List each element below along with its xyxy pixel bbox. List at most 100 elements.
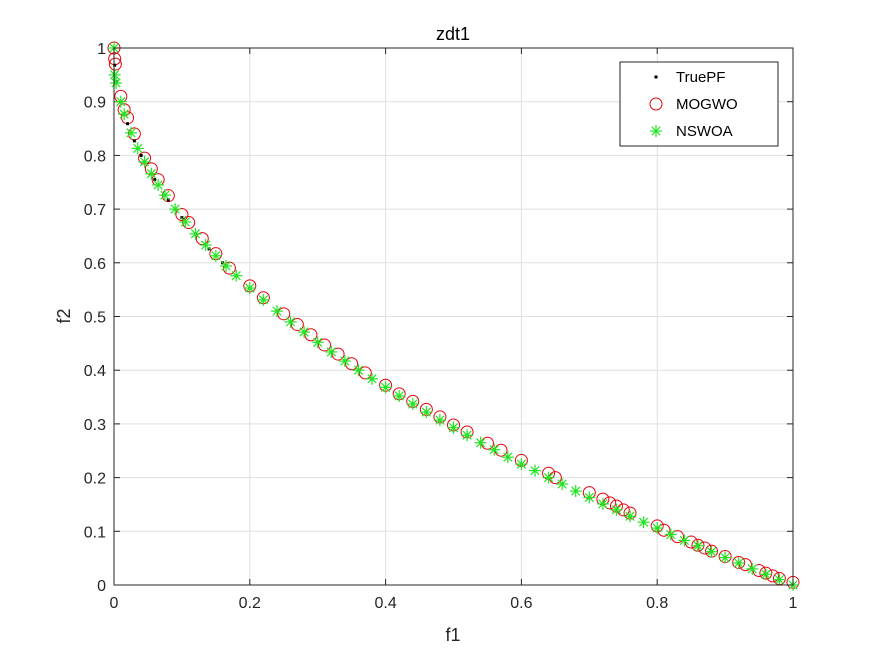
- x-tick-label: 0.4: [374, 595, 396, 612]
- point-nswoa: [284, 315, 297, 328]
- point-nswoa: [124, 126, 137, 139]
- point-truepf: [139, 153, 143, 157]
- point-nswoa: [474, 436, 487, 449]
- point-nswoa: [131, 142, 144, 155]
- point-nswoa: [610, 503, 623, 516]
- legend-marker-truepf: [654, 75, 658, 79]
- x-tick-label: 0.6: [510, 595, 532, 612]
- point-nswoa: [515, 458, 528, 471]
- point-nswoa: [366, 372, 379, 385]
- point-nswoa: [542, 471, 555, 484]
- y-tick-labels: 0 0.1 0.2 0.3 0.4 0.5 0.6 0.7 0.8 0.9 1: [84, 41, 106, 595]
- point-nswoa: [705, 545, 718, 558]
- point-nswoa: [110, 76, 123, 89]
- point-nswoa: [145, 167, 158, 180]
- point-nswoa: [678, 534, 691, 547]
- x-tick-label: 0.2: [239, 595, 261, 612]
- point-nswoa: [257, 293, 270, 306]
- point-mogwo: [657, 523, 671, 537]
- point-nswoa: [569, 485, 582, 498]
- point-nswoa: [556, 478, 569, 491]
- point-nswoa: [583, 491, 596, 504]
- point-mogwo: [277, 307, 291, 321]
- point-nswoa: [651, 522, 664, 535]
- point-nswoa: [108, 68, 121, 81]
- point-nswoa: [732, 556, 745, 569]
- y-tick-label: 0.2: [84, 471, 106, 488]
- y-tick-label: 0.5: [84, 310, 106, 327]
- legend-marker-mogwo: [649, 97, 663, 111]
- legend-label-truepf: TruePF: [676, 69, 725, 86]
- legend-marker-nswoa: [650, 125, 662, 137]
- point-nswoa: [501, 451, 514, 464]
- point-nswoa: [338, 355, 351, 368]
- legend-label-mogwo: MOGWO: [676, 96, 738, 113]
- point-nswoa: [152, 178, 165, 191]
- point-nswoa: [138, 155, 151, 168]
- y-tick-label: 0.6: [84, 256, 106, 273]
- point-nswoa: [746, 562, 759, 575]
- point-nswoa: [664, 528, 677, 541]
- point-nswoa: [270, 305, 283, 318]
- point-mogwo: [290, 318, 304, 332]
- y-axis-label: f2: [54, 308, 74, 323]
- point-nswoa: [488, 443, 501, 456]
- data-marks: [107, 41, 800, 591]
- point-truepf: [153, 178, 157, 182]
- x-tick-labels: 0 0.2 0.4 0.6 0.8 1: [110, 595, 798, 612]
- point-nswoa: [691, 539, 704, 552]
- point-nswoa: [420, 406, 433, 419]
- legend: TruePF MOGWO NSWOA: [619, 61, 779, 147]
- point-nswoa: [114, 95, 127, 108]
- point-nswoa: [243, 282, 256, 295]
- point-nswoa: [325, 345, 338, 358]
- point-nswoa: [379, 381, 392, 394]
- point-truepf: [113, 63, 117, 67]
- point-nswoa: [433, 414, 446, 427]
- y-tick-label: 0.7: [84, 202, 106, 219]
- x-tick-label: 0.8: [646, 595, 668, 612]
- point-mogwo: [108, 57, 122, 71]
- x-tick-label: 1: [789, 595, 798, 612]
- point-nswoa: [406, 398, 419, 411]
- y-tick-label: 0.4: [84, 363, 106, 380]
- point-mogwo: [175, 207, 189, 221]
- x-tick-label: 0: [110, 595, 119, 612]
- x-axis-label: f1: [445, 625, 460, 645]
- point-nswoa: [230, 269, 243, 282]
- y-tick-label: 1: [97, 41, 106, 58]
- series-nswoa: [108, 42, 799, 591]
- y-tick-label: 0: [97, 578, 106, 595]
- point-mogwo: [331, 347, 345, 361]
- point-truepf: [166, 198, 170, 202]
- point-nswoa: [393, 389, 406, 402]
- point-nswoa: [773, 573, 786, 586]
- point-nswoa: [637, 516, 650, 529]
- legend-box: [619, 61, 779, 147]
- y-tick-label: 0.3: [84, 417, 106, 434]
- point-mogwo: [671, 530, 685, 544]
- point-nswoa: [311, 336, 324, 349]
- point-truepf: [180, 216, 184, 220]
- point-mogwo: [345, 357, 359, 371]
- point-mogwo: [358, 366, 372, 380]
- point-nswoa: [189, 227, 202, 240]
- series-mogwo: [107, 41, 800, 589]
- chart-title: zdt1: [436, 24, 470, 44]
- point-nswoa: [596, 497, 609, 510]
- point-mogwo: [698, 541, 712, 555]
- point-nswoa: [298, 326, 311, 339]
- point-nswoa: [719, 551, 732, 564]
- point-nswoa: [352, 364, 365, 377]
- point-nswoa: [528, 464, 541, 477]
- point-nswoa: [209, 249, 222, 262]
- y-tick-label: 0.1: [84, 524, 106, 541]
- point-nswoa: [199, 239, 212, 252]
- plot-frame: [113, 47, 794, 586]
- point-nswoa: [624, 510, 637, 523]
- point-nswoa: [461, 429, 474, 442]
- legend-label-nswoa: NSWOA: [676, 123, 733, 140]
- y-tick-label: 0.8: [84, 148, 106, 165]
- point-mogwo: [317, 338, 331, 352]
